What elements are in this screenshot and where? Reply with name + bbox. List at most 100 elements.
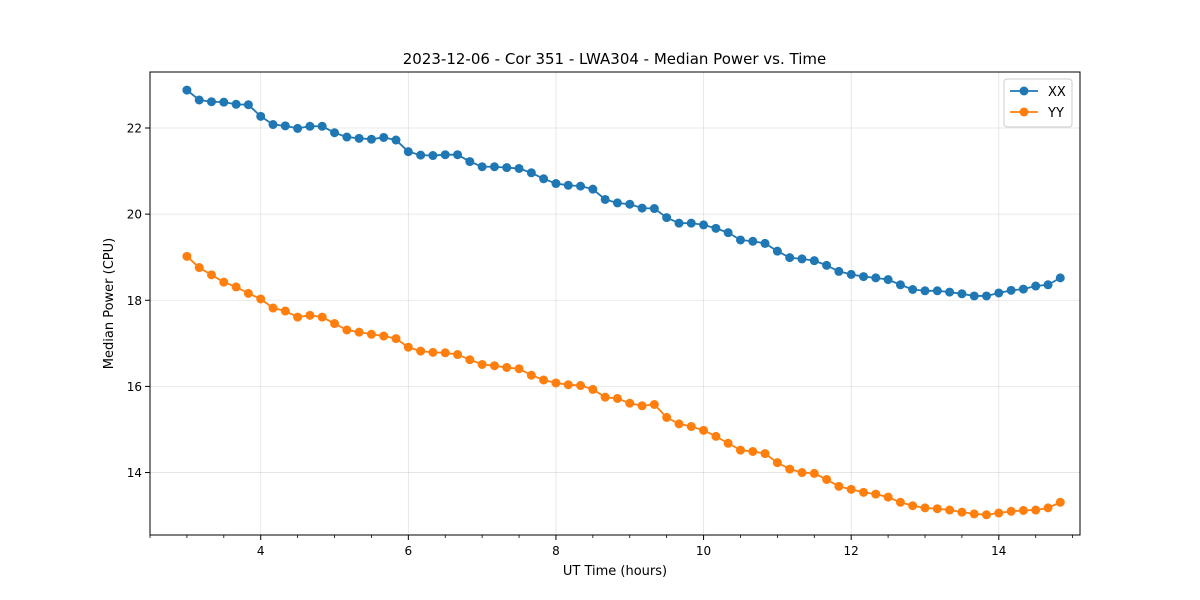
data-point-yy [416, 346, 426, 356]
data-point-xx [908, 285, 918, 294]
data-point-yy [440, 348, 450, 358]
data-point-xx [760, 238, 770, 248]
x-tick-label: 10 [696, 544, 711, 558]
data-point-xx [994, 288, 1004, 298]
data-point-yy [1018, 505, 1028, 515]
data-point-yy [1031, 505, 1041, 515]
data-point-yy [194, 263, 204, 273]
data-point-yy [711, 431, 721, 441]
data-point-xx [194, 95, 204, 105]
data-point-xx [723, 228, 733, 238]
data-point-xx [785, 253, 795, 263]
data-point-xx [846, 269, 856, 279]
data-point-xx [256, 111, 266, 121]
data-point-yy [932, 504, 942, 514]
data-point-xx [182, 85, 192, 95]
data-point-yy [280, 306, 290, 316]
data-point-yy [539, 375, 549, 385]
x-tick-label: 6 [405, 544, 413, 558]
data-point-yy [895, 497, 905, 507]
data-point-yy [428, 347, 438, 357]
data-point-xx [243, 100, 253, 110]
data-point-xx [834, 266, 844, 276]
data-point-yy [477, 359, 487, 369]
data-point-xx [403, 147, 413, 157]
data-point-yy [305, 310, 315, 320]
data-point-yy [576, 381, 586, 391]
data-point-yy [785, 464, 795, 474]
data-point-xx [563, 180, 573, 190]
data-point-yy [219, 277, 229, 287]
data-point-xx [637, 203, 647, 213]
data-point-xx [416, 150, 426, 160]
data-point-yy [969, 509, 979, 519]
data-point-xx [932, 286, 942, 296]
data-point-xx [797, 254, 807, 264]
data-point-xx [268, 120, 278, 130]
data-point-xx [219, 97, 229, 107]
data-point-yy [871, 489, 881, 499]
data-point-xx [206, 97, 216, 107]
data-point-xx [895, 280, 905, 290]
data-point-xx [662, 213, 672, 223]
data-point-yy [206, 270, 216, 280]
data-point-yy [859, 487, 869, 497]
data-point-yy [957, 507, 967, 517]
data-point-yy [994, 508, 1004, 518]
grid-lines [150, 72, 1080, 535]
data-point-yy [502, 362, 512, 372]
legend-marker-yy [1019, 107, 1029, 117]
legend-marker-xx [1019, 86, 1029, 96]
data-point-yy [379, 331, 389, 341]
data-point-yy [612, 393, 622, 403]
data-point-xx [1018, 284, 1028, 294]
data-point-xx [440, 150, 450, 160]
data-point-yy [981, 510, 991, 520]
data-point-yy [231, 282, 241, 292]
data-point-xx [920, 286, 930, 296]
legend: XX YY [1003, 78, 1073, 128]
data-point-xx [674, 218, 684, 228]
data-point-xx [612, 198, 622, 208]
data-point-yy [588, 384, 598, 394]
data-point-yy [809, 468, 819, 478]
data-point-xx [686, 218, 696, 228]
series-points [182, 85, 1065, 520]
data-point-yy [674, 419, 684, 429]
data-point-xx [366, 134, 376, 144]
data-point-xx [600, 194, 610, 204]
data-point-xx [391, 135, 401, 145]
data-point-xx [735, 235, 745, 245]
x-tick-label: 14 [991, 544, 1006, 558]
data-point-yy [526, 370, 536, 380]
data-point-xx [280, 121, 290, 131]
data-point-yy [625, 398, 635, 408]
data-point-yy [649, 400, 659, 409]
data-point-xx [1043, 280, 1053, 290]
data-point-xx [859, 272, 869, 282]
data-point-yy [354, 327, 364, 337]
data-point-yy [330, 319, 340, 329]
data-point-yy [772, 458, 782, 468]
data-point-yy [760, 449, 770, 459]
data-point-yy [699, 425, 709, 435]
data-point-yy [317, 312, 327, 322]
data-point-yy [514, 364, 524, 374]
data-point-yy [342, 325, 352, 335]
data-point-yy [256, 294, 266, 304]
data-point-xx [428, 151, 438, 161]
data-point-yy [551, 378, 561, 388]
data-point-xx [502, 163, 512, 173]
data-point-yy [637, 401, 647, 411]
data-point-yy [391, 334, 401, 344]
data-point-xx [748, 236, 758, 246]
data-point-xx [514, 163, 524, 173]
x-tick-label: 4 [257, 544, 265, 558]
y-tick-label: 16 [127, 380, 142, 394]
data-point-yy [797, 468, 807, 478]
y-tick-label: 22 [127, 121, 142, 135]
data-point-xx [354, 133, 364, 143]
data-point-yy [600, 392, 610, 402]
data-point-xx [379, 132, 389, 142]
